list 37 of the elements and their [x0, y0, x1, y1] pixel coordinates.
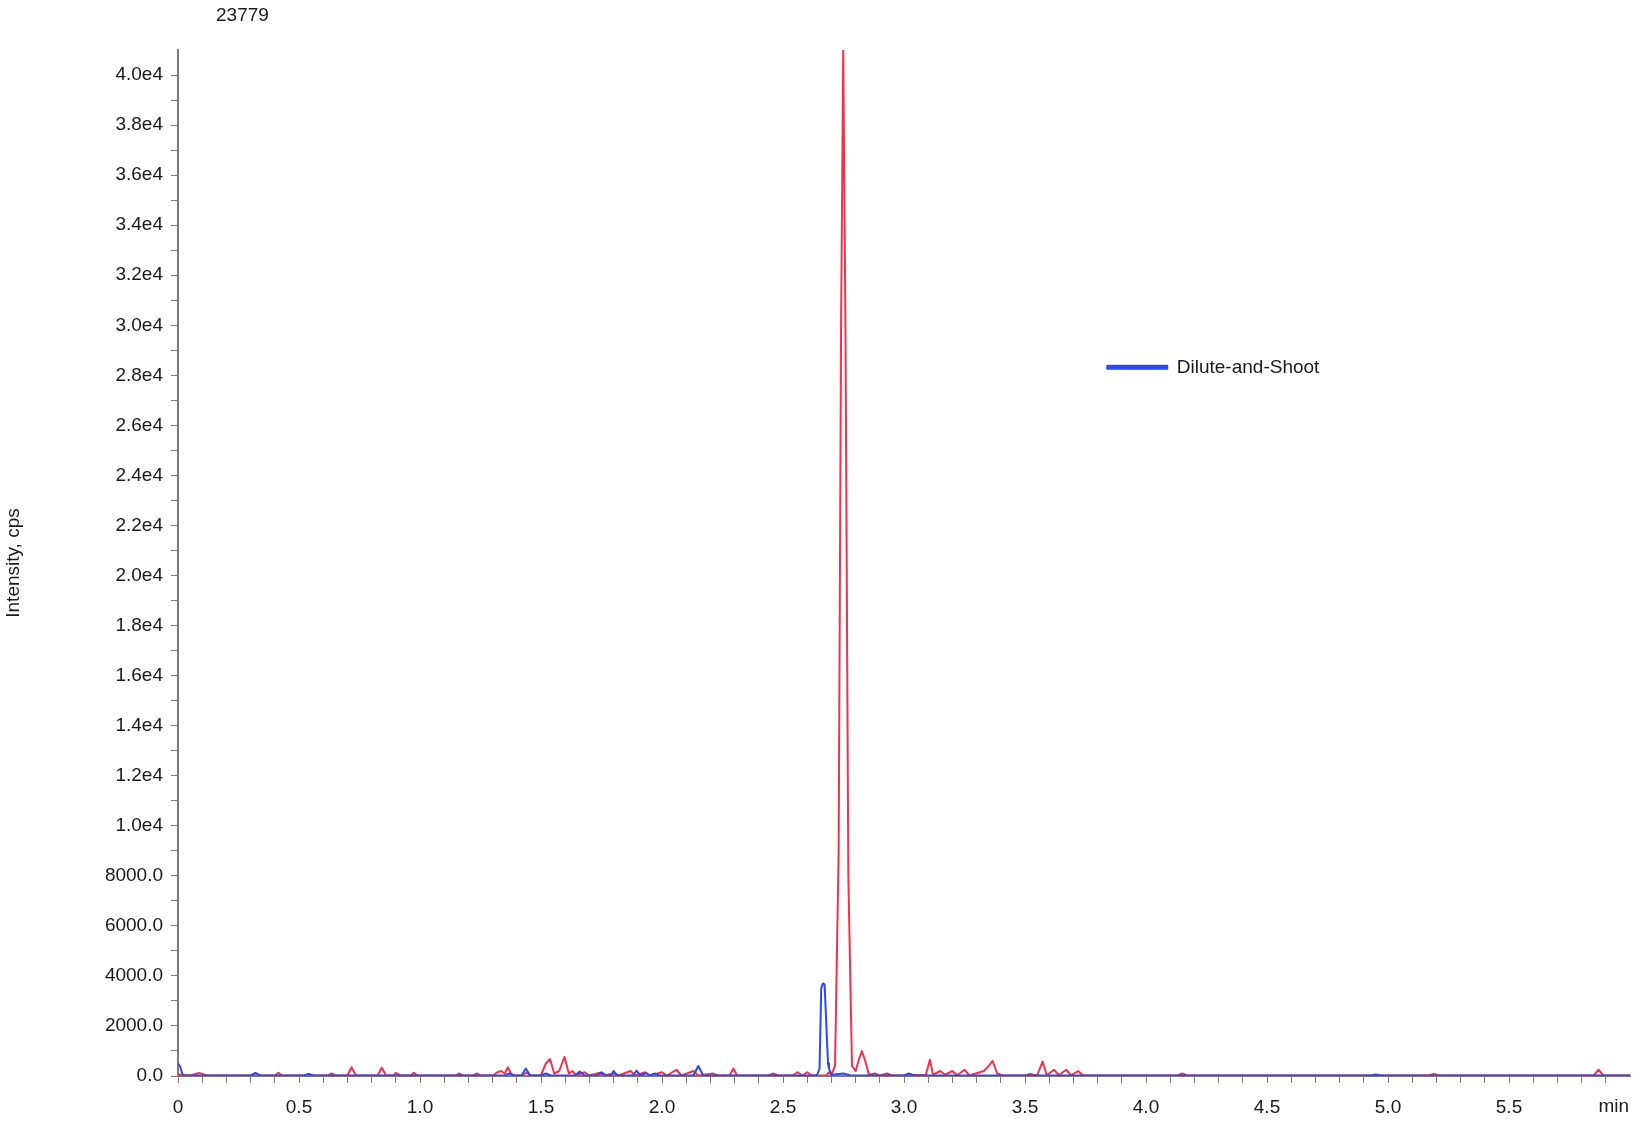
x-tick-label: 5.5	[1495, 1095, 1523, 1117]
x-tick-label: 2.5	[769, 1095, 797, 1117]
y-tick-label: 2.8e4	[115, 363, 164, 385]
y-tick-label: 3.6e4	[115, 163, 164, 185]
x-tick-label: 1.0	[406, 1095, 434, 1117]
legend-label: Dilute-and-Shoot	[1176, 355, 1321, 377]
y-tick-label: 1.0e4	[115, 813, 164, 835]
y-tick-label: 3.2e4	[115, 263, 164, 285]
chart-title: 23779	[216, 3, 269, 25]
y-axis-title: Intensity, cps	[1, 508, 23, 618]
y-tick-label: 3.8e4	[115, 113, 164, 135]
x-tick-label: 5.0	[1374, 1095, 1402, 1117]
x-tick-label: 4.5	[1253, 1095, 1281, 1117]
y-tick-label: 3.4e4	[115, 213, 164, 235]
y-tick-label: 1.2e4	[115, 763, 164, 785]
y-tick-label: 2.6e4	[115, 413, 164, 435]
y-tick-label: 4.0e4	[115, 63, 164, 85]
x-tick-label: 3.5	[1011, 1095, 1039, 1117]
y-tick-label: 1.4e4	[115, 713, 164, 735]
x-tick-label: 0	[172, 1095, 184, 1117]
x-axis-title: min	[1598, 1095, 1629, 1117]
y-tick-label: 3.0e4	[115, 313, 164, 335]
x-tick-label: 1.5	[527, 1095, 555, 1117]
x-tick-label: 3.0	[890, 1095, 918, 1117]
y-tick-label: 6000.0	[104, 914, 163, 936]
x-tick-label: 0.5	[285, 1095, 313, 1117]
y-tick-label: 8000.0	[104, 864, 163, 886]
y-tick-label: 1.8e4	[115, 613, 164, 635]
x-tick-label: 2.0	[648, 1095, 676, 1117]
y-tick-label: 0.0	[136, 1064, 163, 1086]
y-tick-label: 2.0e4	[115, 563, 164, 585]
y-tick-label: 2000.0	[104, 1014, 163, 1036]
x-tick-label: 4.0	[1132, 1095, 1160, 1117]
y-tick-label: 2.4e4	[115, 463, 164, 485]
y-tick-label: 4000.0	[104, 964, 163, 986]
y-tick-label: 1.6e4	[115, 663, 164, 685]
y-tick-label: 2.2e4	[115, 513, 164, 535]
